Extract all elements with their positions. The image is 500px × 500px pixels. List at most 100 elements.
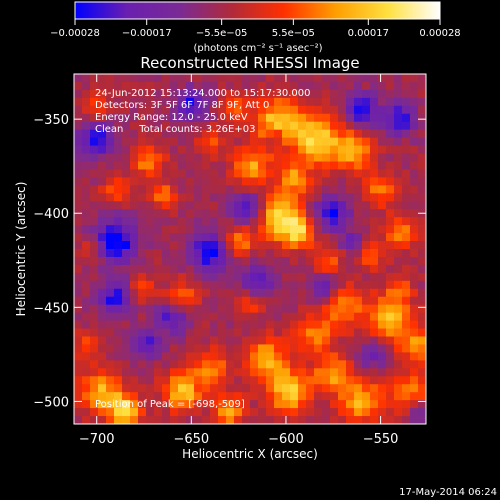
- heatmap-cell: [74, 296, 83, 306]
- heatmap-cell: [274, 416, 283, 424]
- heatmap-cell: [98, 408, 107, 417]
- heatmap-cell: [290, 352, 299, 361]
- heatmap-cell: [186, 185, 195, 194]
- heatmap-cell: [82, 376, 91, 385]
- heatmap-cell: [290, 328, 299, 338]
- heatmap-cell: [378, 233, 387, 242]
- heatmap-cell: [418, 416, 426, 424]
- heatmap-cell: [114, 304, 123, 314]
- heatmap-cell: [122, 272, 131, 282]
- heatmap-cell: [418, 177, 426, 186]
- heatmap-cell: [386, 360, 395, 369]
- heatmap-cell: [402, 249, 411, 258]
- heatmap-cell: [354, 97, 363, 107]
- heatmap-cell: [114, 241, 123, 250]
- heatmap-cell: [122, 81, 131, 91]
- heatmap-cell: [162, 81, 171, 91]
- heatmap-cell: [106, 225, 115, 234]
- heatmap-cell: [330, 400, 339, 409]
- heatmap-cell: [162, 97, 171, 107]
- heatmap-cell: [306, 145, 315, 155]
- heatmap-cell: [82, 105, 91, 115]
- heatmap-cell: [90, 296, 99, 306]
- heatmap-cell: [130, 225, 139, 234]
- heatmap-cell: [202, 161, 211, 171]
- heatmap-cell: [234, 264, 243, 274]
- heatmap-cell: [106, 209, 115, 218]
- heatmap-cell: [98, 328, 107, 338]
- heatmap-cell: [274, 153, 283, 163]
- heatmap-cell: [346, 137, 355, 147]
- heatmap-cell: [218, 177, 227, 186]
- heatmap-cell: [274, 328, 283, 338]
- heatmap-cell: [234, 177, 243, 186]
- heatmap-cell: [90, 169, 99, 178]
- heatmap-cell: [154, 264, 163, 274]
- heatmap-cell: [306, 400, 315, 409]
- heatmap-cell: [130, 352, 139, 361]
- heatmap-cell: [266, 233, 275, 242]
- heatmap-cell: [186, 169, 195, 178]
- heatmap-cell: [362, 113, 371, 123]
- heatmap-cell: [274, 296, 283, 306]
- heatmap-cell: [90, 137, 99, 147]
- heatmap-cell: [122, 352, 131, 361]
- heatmap-cell: [362, 312, 371, 322]
- heatmap-cell: [314, 74, 323, 83]
- heatmap-cell: [106, 384, 115, 393]
- heatmap-cell: [322, 408, 331, 417]
- heatmap-cell: [282, 408, 291, 417]
- heatmap-cell: [82, 312, 91, 322]
- heatmap-cell: [386, 264, 395, 274]
- heatmap-cell: [122, 201, 131, 210]
- heatmap-cell: [138, 312, 147, 322]
- heatmap-cell: [234, 225, 243, 234]
- heatmap-cell: [338, 256, 347, 266]
- heatmap-cell: [122, 105, 131, 115]
- heatmap-cell: [210, 360, 219, 369]
- heatmap-cell: [282, 312, 291, 322]
- heatmap-cell: [258, 217, 267, 226]
- heatmap-cell: [218, 105, 227, 115]
- heatmap-cell: [130, 368, 139, 377]
- heatmap-cell: [74, 400, 83, 409]
- heatmap-cell: [290, 400, 299, 409]
- heatmap-cell: [138, 408, 147, 417]
- heatmap-cell: [370, 185, 379, 194]
- heatmap-cell: [90, 249, 99, 258]
- heatmap-cell: [202, 416, 211, 424]
- heatmap-cell: [354, 89, 363, 99]
- heatmap-cell: [322, 352, 331, 361]
- heatmap-cell: [194, 304, 203, 314]
- heatmap-cell: [186, 161, 195, 171]
- heatmap-cell: [114, 161, 123, 171]
- heatmap-cell: [274, 368, 283, 377]
- heatmap-cell: [178, 185, 187, 194]
- heatmap-cell: [242, 352, 251, 361]
- heatmap-cell: [154, 153, 163, 163]
- heatmap-cell: [322, 296, 331, 306]
- heatmap-cell: [370, 241, 379, 250]
- heatmap-cell: [274, 352, 283, 361]
- heatmap-cell: [418, 129, 426, 139]
- heatmap-cell: [314, 344, 323, 353]
- heatmap-cell: [154, 137, 163, 147]
- heatmap-cell: [146, 169, 155, 178]
- heatmap-cell: [122, 328, 131, 338]
- heatmap-cell: [274, 137, 283, 147]
- heatmap-cell: [202, 320, 211, 330]
- heatmap-cell: [106, 161, 115, 171]
- heatmap-cell: [162, 249, 171, 258]
- heatmap-cell: [330, 145, 339, 155]
- heatmap-cell: [258, 161, 267, 171]
- heatmap-cell: [354, 233, 363, 242]
- heatmap-cell: [354, 74, 363, 83]
- heatmap-cell: [122, 137, 131, 147]
- heatmap-cell: [402, 384, 411, 393]
- heatmap-cell: [314, 145, 323, 155]
- heatmap-cell: [210, 376, 219, 385]
- heatmap-cell: [202, 233, 211, 242]
- heatmap-cell: [274, 360, 283, 369]
- heatmap-cell: [218, 328, 227, 338]
- heatmap-cell: [362, 288, 371, 298]
